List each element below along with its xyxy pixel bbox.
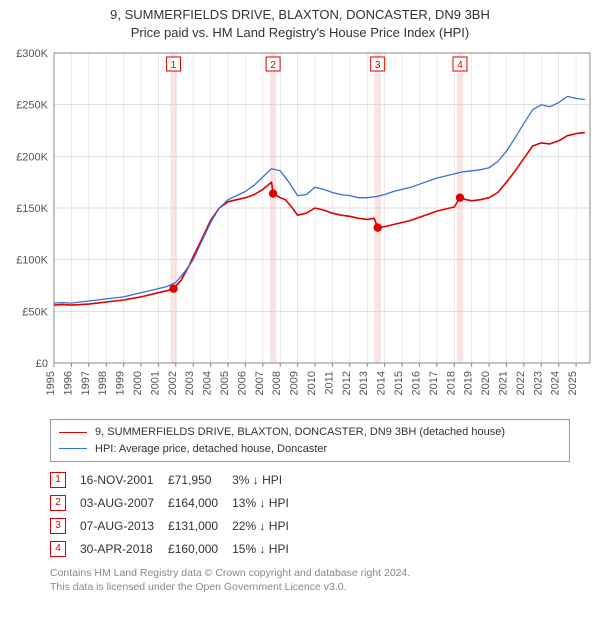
svg-text:2016: 2016 xyxy=(410,371,422,395)
sale-date-cell: 03-AUG-2007 xyxy=(80,491,168,514)
sales-row: 3 07-AUG-2013£131,00022% ↓ HPI xyxy=(50,514,303,537)
legend-label: HPI: Average price, detached house, Donc… xyxy=(95,441,327,458)
footer: Contains HM Land Registry data © Crown c… xyxy=(50,566,570,594)
sale-date-cell: 07-AUG-2013 xyxy=(80,514,168,537)
svg-text:2009: 2009 xyxy=(289,371,301,395)
sales-row: 1 16-NOV-2001£71,9503% ↓ HPI xyxy=(50,468,303,491)
svg-text:2025: 2025 xyxy=(567,371,579,395)
sale-pct-cell: 3% ↓ HPI xyxy=(232,468,303,491)
sale-number-box: 4 xyxy=(50,541,66,557)
chart-svg: £0 £50K £100K £150K £200K £250K £300K 1995 1996 1… xyxy=(0,43,600,413)
svg-text:£150K: £150K xyxy=(16,203,48,215)
sale-price-cell: £71,950 xyxy=(168,468,232,491)
svg-text:2020: 2020 xyxy=(480,371,492,395)
svg-text:2008: 2008 xyxy=(271,371,283,395)
sale-date-cell: 30-APR-2018 xyxy=(80,537,168,560)
footer-line-1: Contains HM Land Registry data © Crown c… xyxy=(50,566,570,580)
svg-text:2021: 2021 xyxy=(497,371,509,395)
svg-text:2005: 2005 xyxy=(219,371,231,395)
svg-text:£200K: £200K xyxy=(16,151,48,163)
sale-date-cell: 16-NOV-2001 xyxy=(80,468,168,491)
svg-text:£100K: £100K xyxy=(16,255,48,267)
sale-num-cell: 4 xyxy=(50,537,80,560)
sale-number-box: 2 xyxy=(50,495,66,511)
svg-text:2018: 2018 xyxy=(445,371,457,395)
sales-row: 2 03-AUG-2007£164,00013% ↓ HPI xyxy=(50,491,303,514)
svg-text:2007: 2007 xyxy=(254,371,266,395)
svg-text:1999: 1999 xyxy=(115,371,127,395)
svg-text:2024: 2024 xyxy=(550,371,562,395)
svg-text:2023: 2023 xyxy=(532,371,544,395)
svg-text:2000: 2000 xyxy=(132,371,144,395)
sale-pct-cell: 13% ↓ HPI xyxy=(232,491,303,514)
legend-row: HPI: Average price, detached house, Donc… xyxy=(59,441,561,458)
sale-price-cell: £164,000 xyxy=(168,491,232,514)
svg-text:2012: 2012 xyxy=(341,371,353,395)
legend-row: 9, SUMMERFIELDS DRIVE, BLAXTON, DONCASTE… xyxy=(59,424,561,441)
legend: 9, SUMMERFIELDS DRIVE, BLAXTON, DONCASTE… xyxy=(50,419,570,462)
legend-swatch xyxy=(59,448,87,449)
sale-pct-cell: 15% ↓ HPI xyxy=(232,537,303,560)
svg-text:2015: 2015 xyxy=(393,371,405,395)
chart: £0 £50K £100K £150K £200K £250K £300K 1995 1996 1… xyxy=(0,43,600,413)
svg-text:£0: £0 xyxy=(36,358,48,370)
sale-pct-cell: 22% ↓ HPI xyxy=(232,514,303,537)
svg-text:1995: 1995 xyxy=(45,371,57,395)
svg-text:£50K: £50K xyxy=(22,306,48,318)
sales-row: 4 30-APR-2018£160,00015% ↓ HPI xyxy=(50,537,303,560)
svg-text:1996: 1996 xyxy=(62,371,74,395)
legend-swatch xyxy=(59,432,87,433)
svg-text:2002: 2002 xyxy=(167,371,179,395)
svg-text:1997: 1997 xyxy=(80,371,92,395)
svg-text:2001: 2001 xyxy=(149,371,161,395)
svg-text:2019: 2019 xyxy=(463,371,475,395)
svg-text:2004: 2004 xyxy=(202,371,214,395)
sale-number-box: 1 xyxy=(50,472,66,488)
svg-text:2006: 2006 xyxy=(236,371,248,395)
svg-text:4: 4 xyxy=(457,60,463,71)
footer-line-2: This data is licensed under the Open Gov… xyxy=(50,580,570,594)
svg-text:2022: 2022 xyxy=(515,371,527,395)
svg-text:£300K: £300K xyxy=(16,48,48,60)
sale-price-cell: £131,000 xyxy=(168,514,232,537)
legend-label: 9, SUMMERFIELDS DRIVE, BLAXTON, DONCASTE… xyxy=(95,424,505,441)
svg-text:£250K: £250K xyxy=(16,100,48,112)
svg-text:2013: 2013 xyxy=(358,371,370,395)
svg-text:2010: 2010 xyxy=(306,371,318,395)
svg-text:2: 2 xyxy=(270,60,276,71)
svg-text:2014: 2014 xyxy=(376,371,388,395)
svg-text:2017: 2017 xyxy=(428,371,440,395)
sale-price-cell: £160,000 xyxy=(168,537,232,560)
sale-num-cell: 3 xyxy=(50,514,80,537)
sales-table: 1 16-NOV-2001£71,9503% ↓ HPI 2 03-AUG-2007£… xyxy=(50,468,303,560)
sale-num-cell: 1 xyxy=(50,468,80,491)
sale-num-cell: 2 xyxy=(50,491,80,514)
svg-text:2003: 2003 xyxy=(184,371,196,395)
root: 9, SUMMERFIELDS DRIVE, BLAXTON, DONCASTE… xyxy=(0,0,600,594)
title-block: 9, SUMMERFIELDS DRIVE, BLAXTON, DONCASTE… xyxy=(0,0,600,43)
svg-text:1: 1 xyxy=(171,60,177,71)
title-line-2: Price paid vs. HM Land Registry's House … xyxy=(10,24,590,42)
svg-text:2011: 2011 xyxy=(323,371,335,395)
svg-text:3: 3 xyxy=(375,60,381,71)
title-line-1: 9, SUMMERFIELDS DRIVE, BLAXTON, DONCASTE… xyxy=(10,6,590,24)
sale-number-box: 3 xyxy=(50,518,66,534)
svg-text:1998: 1998 xyxy=(97,371,109,395)
